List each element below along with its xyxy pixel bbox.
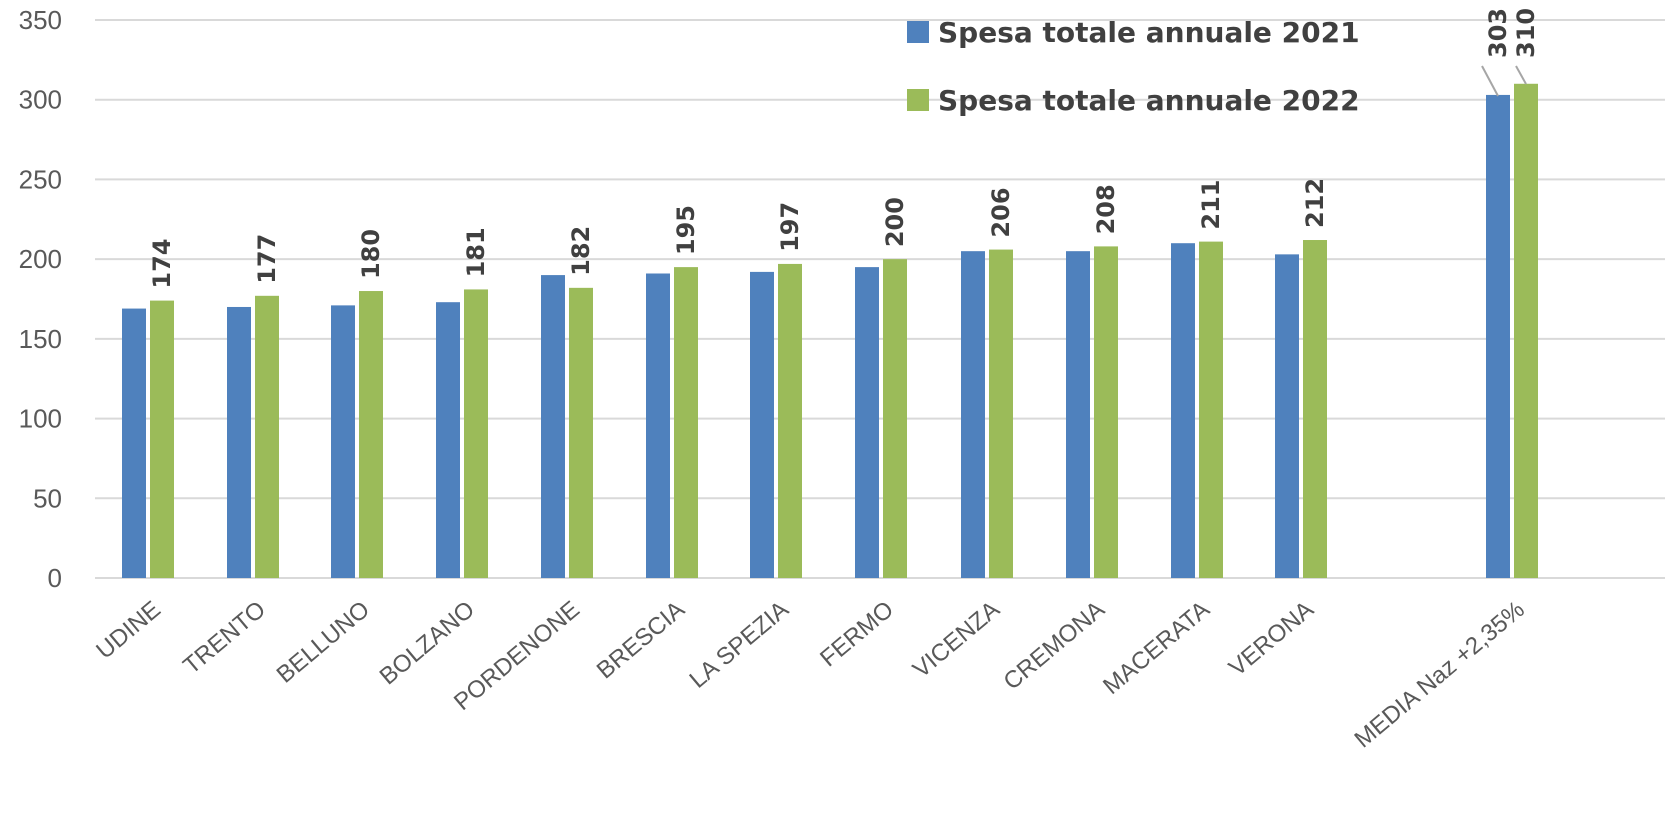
data-label: 181 — [462, 227, 490, 277]
y-tick-label: 50 — [33, 483, 62, 513]
y-tick-label: 200 — [19, 244, 62, 274]
data-label: 180 — [357, 229, 385, 279]
bar-2022 — [1094, 246, 1118, 579]
gridlines — [95, 19, 1665, 579]
data-label: 211 — [1197, 179, 1225, 229]
bar-2021 — [1066, 251, 1090, 578]
legend-swatch — [907, 21, 929, 43]
bar-2022 — [359, 291, 383, 578]
x-tick-label: MEDIA Naz +2,35% — [1350, 596, 1530, 753]
bar-2021 — [1486, 94, 1510, 578]
bar-2022 — [674, 267, 698, 578]
bar-2021 — [331, 305, 355, 578]
data-label: 197 — [776, 202, 804, 252]
bar-2022 — [1514, 83, 1538, 579]
bar-2021 — [1275, 254, 1299, 579]
x-tick-label: FERMO — [815, 596, 899, 672]
x-tick-label: BRESCIA — [592, 596, 690, 684]
y-tick-label: 250 — [19, 164, 62, 194]
x-tick-label: UDINE — [91, 596, 166, 665]
bar-2022 — [255, 295, 279, 578]
x-tick-label: BELLUNO — [272, 596, 375, 689]
bar-2021 — [961, 251, 985, 578]
bar-2021 — [855, 267, 879, 578]
bar-2022 — [569, 287, 593, 578]
data-labels: 174 177 180 181 182 195 197 200 206 208 211 212 303 3… — [148, 8, 1540, 289]
leader-line — [1481, 65, 1499, 97]
y-tick-label: 100 — [19, 404, 62, 434]
leader-line — [1515, 65, 1527, 85]
bar-2022 — [1303, 240, 1327, 579]
x-tick-label: CREMONA — [999, 596, 1110, 696]
x-tick-label: MACERATA — [1098, 596, 1215, 700]
legend-label: Spesa totale annuale 2021 — [938, 16, 1360, 49]
bar-2022 — [989, 249, 1013, 578]
y-tick-label: 350 — [19, 5, 62, 35]
y-tick-label: 0 — [48, 563, 62, 593]
y-tick-label: 300 — [19, 85, 62, 115]
legend: Spesa totale annuale 2021 Spesa totale an… — [907, 16, 1360, 117]
bar-2021 — [436, 302, 460, 578]
data-label: 182 — [567, 226, 595, 276]
data-label: 206 — [987, 187, 1015, 237]
bar-2022 — [778, 263, 802, 578]
x-tick-label: BOLZANO — [375, 596, 480, 690]
x-tick-label: LA SPEZIA — [685, 596, 794, 694]
data-label: 212 — [1301, 178, 1329, 228]
bar-2021 — [1171, 243, 1195, 578]
bar-2021 — [541, 275, 565, 578]
bar-2021 — [122, 308, 146, 578]
x-tick-label: TRENTO — [178, 596, 271, 680]
data-label: 200 — [881, 197, 909, 247]
bar-2021 — [646, 273, 670, 578]
x-tick-label: VICENZA — [908, 596, 1005, 684]
data-label: 208 — [1092, 184, 1120, 234]
data-label: 310 — [1512, 8, 1540, 58]
y-tick-label: 150 — [19, 324, 62, 354]
data-label: 177 — [253, 234, 281, 284]
bars — [122, 83, 1538, 579]
data-label: 174 — [148, 238, 176, 288]
y-axis-ticks: 0 50 100 150 200 250 300 350 — [19, 5, 62, 593]
data-label: 195 — [672, 205, 700, 255]
bar-2021 — [750, 271, 774, 578]
bar-2022 — [464, 289, 488, 578]
bar-2022 — [1199, 241, 1223, 578]
x-tick-label: VERONA — [1224, 596, 1319, 682]
legend-swatch — [907, 89, 929, 111]
bar-2021 — [227, 306, 251, 578]
bar-2022 — [150, 300, 174, 578]
data-label: 303 — [1484, 8, 1512, 58]
bar-2022 — [883, 259, 907, 578]
legend-label: Spesa totale annuale 2022 — [938, 84, 1360, 117]
